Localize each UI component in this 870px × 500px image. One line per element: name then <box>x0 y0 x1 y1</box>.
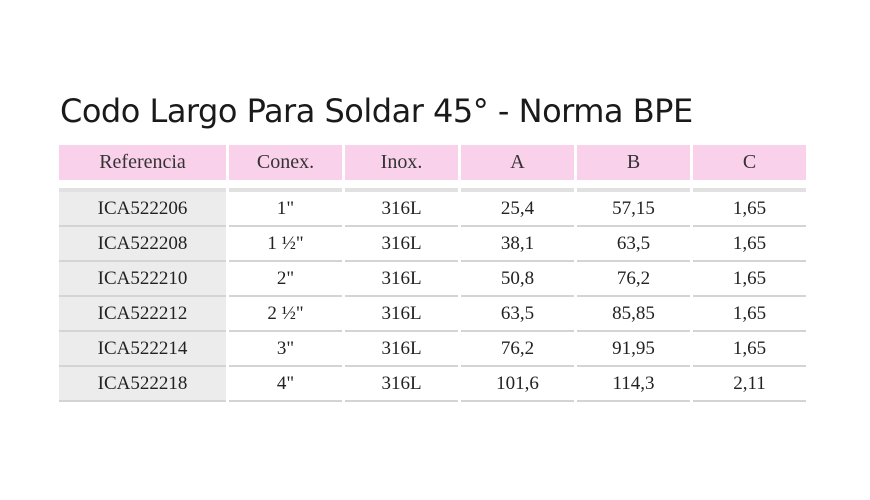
cell-conex: 4" <box>229 367 342 402</box>
cell-inox: 316L <box>345 332 458 367</box>
table-row: ICA522208 1 ½" 316L 38,1 63,5 1,65 <box>59 227 806 262</box>
cell-inox: 316L <box>345 297 458 332</box>
cell-inox: 316L <box>345 192 458 227</box>
cell-b: 76,2 <box>577 262 690 297</box>
header-referencia: Referencia <box>59 145 226 180</box>
cell-conex: 3" <box>229 332 342 367</box>
table-row: ICA522206 1" 316L 25,4 57,15 1,65 <box>59 192 806 227</box>
cell-a: 38,1 <box>461 227 574 262</box>
header-divider <box>59 188 806 192</box>
cell-conex: 1" <box>229 192 342 227</box>
cell-c: 1,65 <box>693 262 806 297</box>
cell-a: 76,2 <box>461 332 574 367</box>
table-row: ICA522210 2" 316L 50,8 76,2 1,65 <box>59 262 806 297</box>
cell-conex: 2" <box>229 262 342 297</box>
cell-inox: 316L <box>345 367 458 402</box>
spec-table: Referencia Conex. Inox. A B C ICA522206 … <box>56 145 809 402</box>
cell-referencia: ICA522214 <box>59 332 226 367</box>
cell-c: 1,65 <box>693 332 806 367</box>
cell-conex: 1 ½" <box>229 227 342 262</box>
table-row: ICA522212 2 ½" 316L 63,5 85,85 1,65 <box>59 297 806 332</box>
cell-referencia: ICA522218 <box>59 367 226 402</box>
page-title: Codo Largo Para Soldar 45° - Norma BPE <box>60 92 693 130</box>
cell-referencia: ICA522212 <box>59 297 226 332</box>
cell-c: 1,65 <box>693 297 806 332</box>
cell-referencia: ICA522208 <box>59 227 226 262</box>
header-inox: Inox. <box>345 145 458 180</box>
cell-b: 57,15 <box>577 192 690 227</box>
header-a: A <box>461 145 574 180</box>
table-row: ICA522218 4" 316L 101,6 114,3 2,11 <box>59 367 806 402</box>
cell-b: 91,95 <box>577 332 690 367</box>
cell-referencia: ICA522206 <box>59 192 226 227</box>
cell-a: 25,4 <box>461 192 574 227</box>
cell-c: 1,65 <box>693 192 806 227</box>
table-header-row: Referencia Conex. Inox. A B C <box>59 145 806 180</box>
cell-a: 50,8 <box>461 262 574 297</box>
table-row: ICA522214 3" 316L 76,2 91,95 1,65 <box>59 332 806 367</box>
cell-c: 1,65 <box>693 227 806 262</box>
cell-a: 63,5 <box>461 297 574 332</box>
cell-referencia: ICA522210 <box>59 262 226 297</box>
cell-b: 114,3 <box>577 367 690 402</box>
header-b: B <box>577 145 690 180</box>
cell-b: 85,85 <box>577 297 690 332</box>
cell-inox: 316L <box>345 227 458 262</box>
cell-conex: 2 ½" <box>229 297 342 332</box>
header-gap <box>59 180 806 188</box>
cell-b: 63,5 <box>577 227 690 262</box>
cell-inox: 316L <box>345 262 458 297</box>
header-conex: Conex. <box>229 145 342 180</box>
header-c: C <box>693 145 806 180</box>
cell-c: 2,11 <box>693 367 806 402</box>
cell-a: 101,6 <box>461 367 574 402</box>
